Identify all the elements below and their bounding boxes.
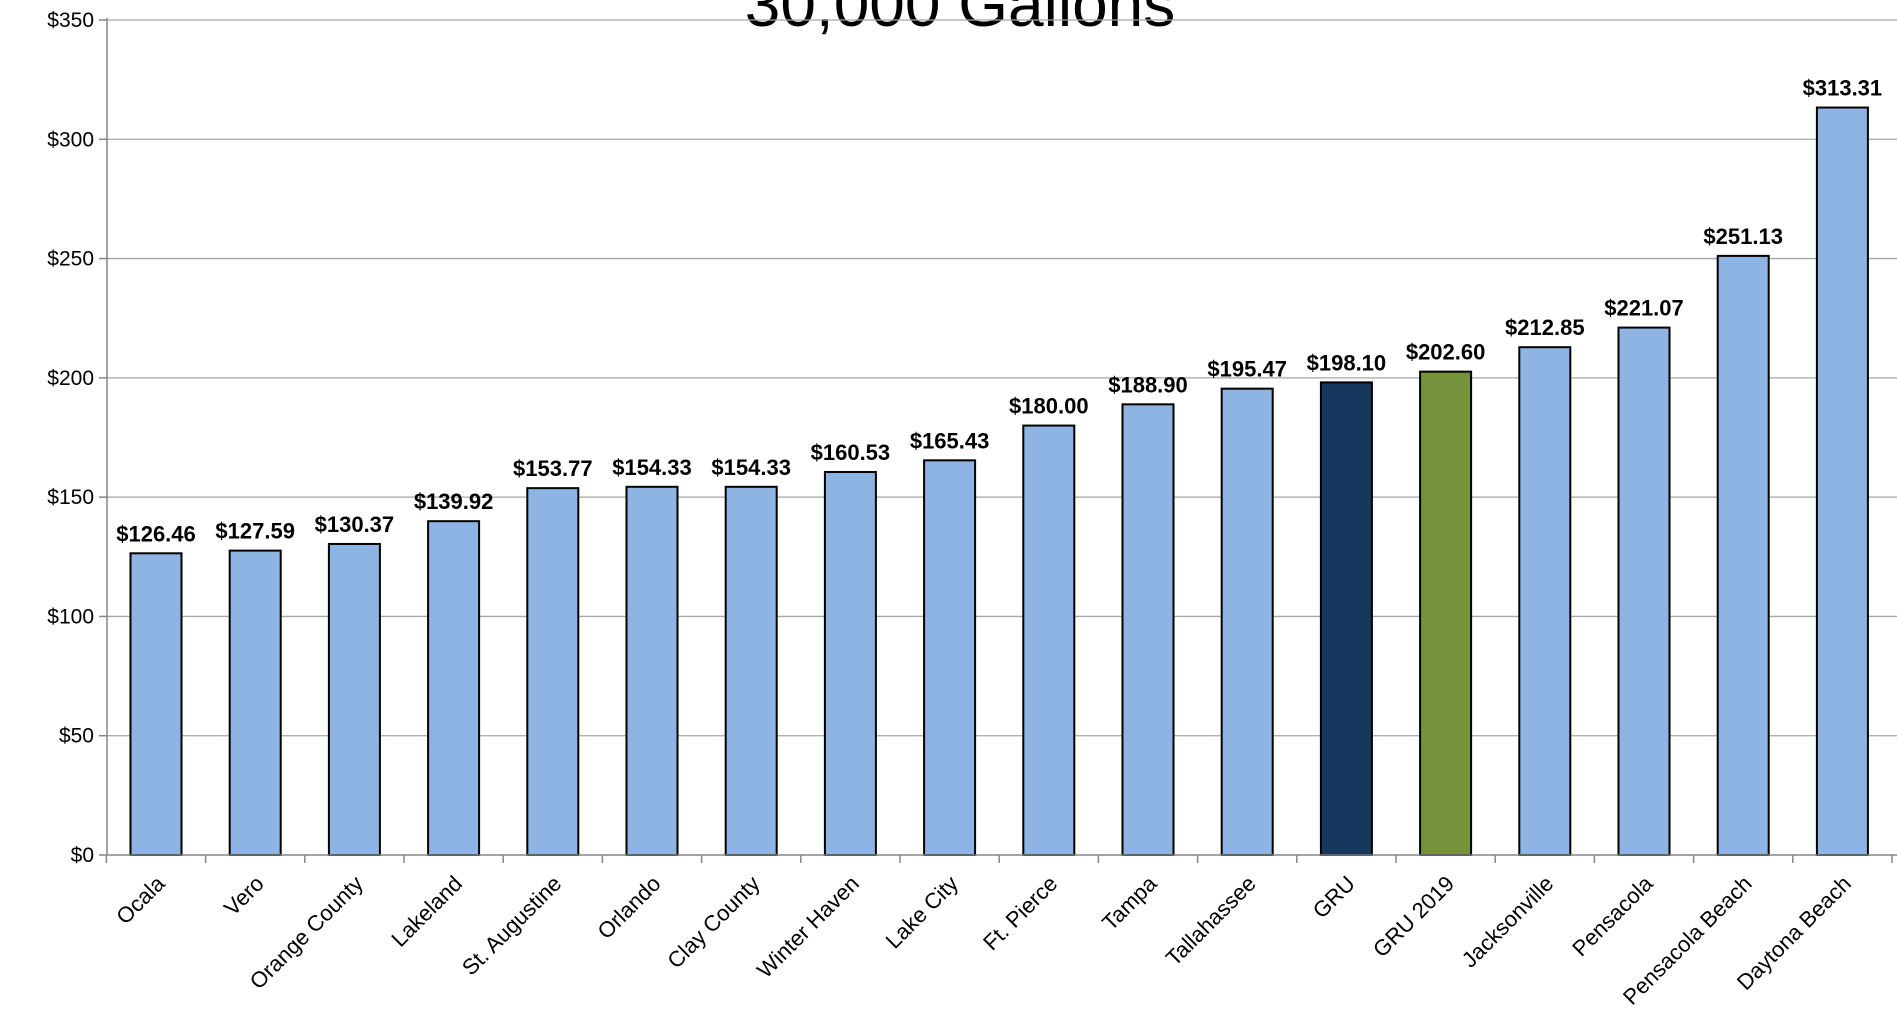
data-label: $127.59	[215, 519, 295, 544]
data-label: $165.43	[910, 428, 990, 453]
y-tick-label: $250	[47, 248, 94, 271]
bar	[1121, 403, 1175, 856]
bar	[1319, 381, 1373, 856]
bar	[1022, 424, 1076, 856]
y-tick-label: $100	[47, 605, 94, 628]
bar	[1220, 387, 1274, 856]
category-label: Jacksonville	[1457, 871, 1559, 973]
data-label: $130.37	[315, 512, 395, 537]
bars	[129, 106, 1869, 857]
category-label: Tampa	[1097, 870, 1162, 935]
data-label: $202.60	[1406, 340, 1486, 365]
bar	[923, 459, 977, 856]
bar	[129, 552, 183, 856]
axes: $0 $50 $100 $150 $200 $250 $300 $350	[47, 9, 1897, 867]
data-label: $188.90	[1108, 372, 1188, 397]
category-label: Orlando	[593, 871, 666, 944]
category-label: Pensacola	[1567, 870, 1658, 961]
data-label: $126.46	[116, 521, 196, 546]
gridlines	[107, 19, 1897, 737]
y-tick-label: $0	[71, 844, 94, 867]
bar	[526, 487, 580, 856]
bar	[427, 520, 481, 856]
bar	[1617, 326, 1671, 856]
data-label: $313.31	[1803, 76, 1883, 101]
data-label: $153.77	[513, 456, 593, 481]
data-label: $251.13	[1703, 224, 1783, 249]
bar	[823, 471, 877, 856]
data-label: $160.53	[811, 440, 891, 465]
category-label: Tallahassee	[1161, 871, 1261, 971]
bar	[724, 485, 778, 856]
data-label: $221.07	[1604, 296, 1684, 321]
data-label: $139.92	[414, 489, 494, 514]
data-label: $195.47	[1207, 357, 1287, 382]
category-label: Ft. Pierce	[978, 871, 1062, 955]
y-tick-label: $150	[47, 486, 94, 509]
data-label: $198.10	[1307, 350, 1387, 375]
data-label: $154.33	[711, 455, 791, 480]
data-label: $212.85	[1505, 315, 1585, 340]
data-label: $180.00	[1009, 394, 1089, 419]
bar	[1716, 254, 1770, 857]
y-tick-label: $200	[47, 367, 94, 390]
data-label: $154.33	[612, 455, 692, 480]
bar	[1518, 346, 1572, 856]
y-tick-label: $350	[47, 9, 94, 32]
category-label: Vero	[219, 871, 269, 921]
category-label: St. Augustine	[457, 871, 566, 980]
bar	[1815, 106, 1869, 856]
category-label: Winter Haven	[752, 871, 864, 983]
y-tick-label: $300	[47, 128, 94, 151]
bar	[228, 549, 282, 856]
category-label: Lake City	[881, 871, 964, 954]
bar	[1419, 370, 1473, 856]
category-label: GRU 2019	[1368, 871, 1459, 962]
category-label: Lakeland	[386, 871, 467, 952]
category-label: GRU	[1308, 871, 1360, 923]
category-label: Ocala	[111, 870, 170, 929]
y-tick-label: $50	[59, 725, 94, 748]
bar	[327, 542, 381, 856]
category-label: Clay County	[662, 871, 764, 973]
bar	[625, 485, 679, 856]
